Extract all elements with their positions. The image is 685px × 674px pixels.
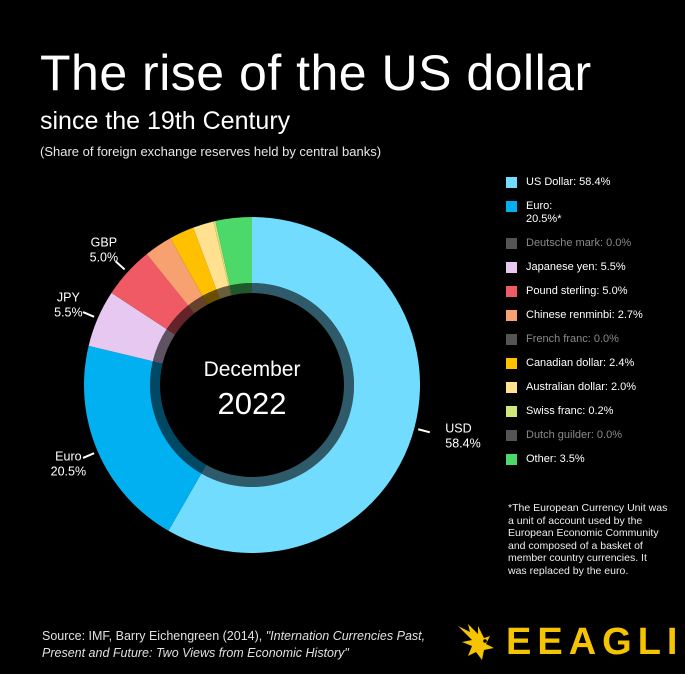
slice-chinese-renminbi: [146, 238, 203, 306]
legend-item: Japanese yen: 5.5%: [506, 261, 681, 274]
annotation-leader: [417, 428, 431, 434]
legend-item: Euro: 20.5%*: [506, 200, 681, 226]
slice-swiss-franc: [213, 221, 230, 286]
legend-label: US Dollar: 58.4%: [526, 176, 611, 188]
footnote: *The European Currency Unit was a unit o…: [508, 502, 668, 577]
legend-swatch: [506, 238, 517, 249]
slice-euro: [83, 345, 202, 531]
source-note: Source: IMF, Barry Eichengreen (2014), "…: [42, 628, 425, 662]
legend-item: Dutch guilder: 0.0%: [506, 429, 681, 442]
annotation-value: 20.5%: [51, 464, 86, 478]
legend-label: Other: 3.5%: [526, 453, 585, 465]
inner-ring-other: [229, 283, 252, 296]
legend-swatch: [506, 406, 517, 417]
slice-pound-sterling: [111, 254, 189, 330]
legend-label: Australian dollar: 2.0%: [526, 381, 637, 393]
annotation-label: USD 58.4%: [445, 421, 480, 450]
annotation-label: JPY 5.5%: [54, 291, 83, 320]
source-prefix: Source: IMF, Barry Eichengreen (2014),: [42, 629, 266, 643]
legend-item: US Dollar: 58.4%: [506, 176, 681, 189]
annotation-leader: [82, 311, 95, 318]
legend-label: Pound sterling: 5.0%: [526, 285, 628, 297]
source-title-part1: "Internation Currencies Past,: [265, 629, 426, 643]
legend-label: Dutch guilder: 0.0%: [526, 429, 622, 441]
legend-item: Chinese renminbi: 2.7%: [506, 309, 681, 322]
annotation-name: USD: [445, 421, 471, 435]
page-subtitle: since the 19th Century: [40, 107, 291, 135]
legend-label: Canadian dollar: 2.4%: [526, 357, 635, 369]
eagle-icon: [458, 624, 494, 660]
legend-item: Australian dollar: 2.0%: [506, 381, 681, 394]
legend-swatch: [506, 334, 517, 345]
annotation-label: GBP 5.0%: [90, 236, 119, 265]
annotation-value: 58.4%: [445, 436, 480, 450]
slice-us-dollar: [168, 217, 420, 553]
brand-logo: EEAGLI: [454, 620, 683, 664]
legend-label: Deutsche mark: 0.0%: [526, 237, 632, 249]
legend-swatch: [506, 286, 517, 297]
annotation-name: JPY: [57, 291, 81, 305]
slice-japanese-yen: [88, 292, 167, 362]
legend-swatch: [506, 177, 517, 188]
inner-ring-euro: [150, 361, 207, 474]
legend-swatch: [506, 310, 517, 321]
annotation-leader: [82, 452, 95, 459]
legend-label: Chinese renminbi: 2.7%: [526, 309, 643, 321]
chart-legend: US Dollar: 58.4% Euro: 20.5%* Deutsche mar…: [506, 176, 681, 477]
legend-label: Swiss franc: 0.2%: [526, 405, 614, 417]
legend-item: French franc: 0.0%: [506, 333, 681, 346]
legend-item: Other: 3.5%: [506, 453, 681, 466]
inner-ring-swiss-franc: [228, 285, 232, 296]
legend-swatch: [506, 262, 517, 273]
inner-ring-canadian-dollar: [202, 289, 220, 305]
inner-ring-japanese-yen: [152, 329, 176, 364]
legend-label: French franc: 0.0%: [526, 333, 619, 345]
slice-australian-dollar: [193, 221, 229, 290]
annotation-name: Euro: [55, 449, 81, 463]
legend-label: Euro: 20.5%*: [526, 200, 562, 225]
legend-item: Pound sterling: 5.0%: [506, 285, 681, 298]
inner-ring-chinese-renminbi: [188, 295, 208, 314]
annotation-name: GBP: [91, 236, 117, 250]
annotation-leader: [115, 260, 126, 271]
legend-swatch: [506, 430, 517, 441]
legend-item: Swiss franc: 0.2%: [506, 405, 681, 418]
center-label-year: 2022: [218, 386, 287, 421]
source-title-part2: Present and Future: Two Views from Econo…: [42, 646, 349, 660]
annotation-value: 5.0%: [90, 251, 119, 265]
slice-canadian-dollar: [170, 227, 217, 296]
annotation-label: Euro 20.5%: [51, 449, 86, 478]
slice-other: [215, 217, 252, 286]
annotation-value: 5.5%: [54, 306, 83, 320]
chart-note: (Share of foreign exchange reserves held…: [40, 144, 382, 159]
brand-name: EEAGLI: [506, 620, 684, 663]
inner-ring-australian-dollar: [216, 285, 231, 299]
legend-swatch: [506, 382, 517, 393]
legend-swatch: [506, 201, 517, 212]
legend-item: Canadian dollar: 2.4%: [506, 357, 681, 370]
page-title: The rise of the US dollar: [40, 45, 592, 101]
center-label-month: December: [204, 358, 301, 381]
inner-ring-pound-sterling: [166, 305, 195, 335]
legend-swatch: [506, 454, 517, 465]
legend-swatch: [506, 358, 517, 369]
legend-label: Japanese yen: 5.5%: [526, 261, 626, 273]
inner-ring-shade: [150, 283, 354, 487]
legend-item: Deutsche mark: 0.0%: [506, 237, 681, 250]
